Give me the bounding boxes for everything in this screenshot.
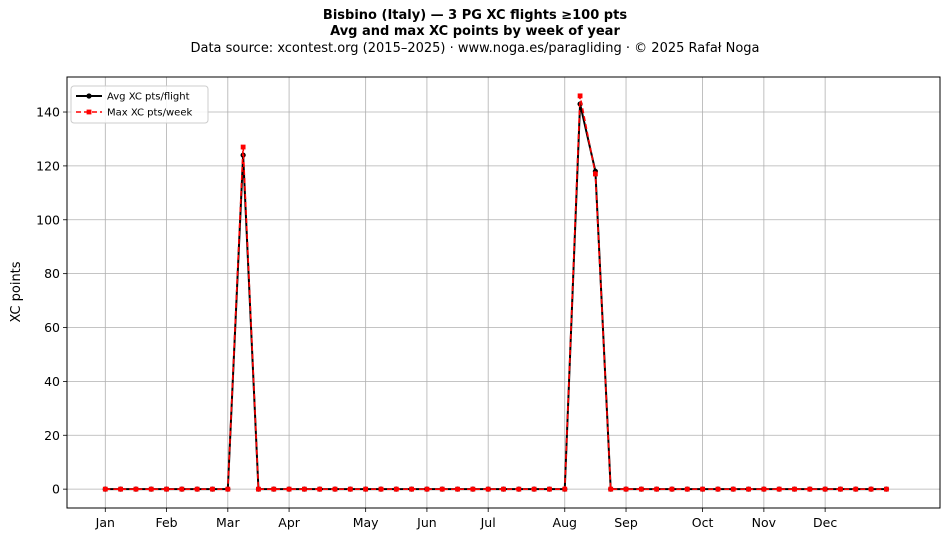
y-tick-label: 20 bbox=[44, 428, 60, 443]
data-point bbox=[730, 486, 736, 492]
data-point bbox=[684, 486, 690, 492]
y-tick-label: 120 bbox=[36, 158, 60, 173]
data-point bbox=[439, 486, 445, 492]
chart-subtitle: Avg and max XC points by week of year bbox=[330, 24, 620, 39]
data-point bbox=[669, 486, 675, 492]
data-point bbox=[715, 486, 721, 492]
y-tick-label: 140 bbox=[36, 105, 60, 120]
legend-box bbox=[70, 85, 209, 124]
data-point bbox=[700, 486, 706, 492]
data-point bbox=[531, 486, 537, 492]
data-point bbox=[822, 486, 828, 492]
series-line bbox=[105, 103, 887, 491]
data-point bbox=[638, 486, 644, 492]
x-tick-label: Apr bbox=[278, 515, 300, 530]
data-point bbox=[592, 171, 598, 177]
data-point bbox=[164, 486, 169, 492]
x-tick-label: Jul bbox=[480, 515, 496, 530]
data-point bbox=[409, 486, 415, 492]
legend-item: Avg XC pts/flight bbox=[76, 92, 190, 103]
legend-label: Avg XC pts/flight bbox=[107, 92, 190, 103]
data-point bbox=[547, 486, 552, 492]
data-point bbox=[210, 486, 215, 492]
data-point bbox=[623, 486, 629, 492]
data-point bbox=[347, 486, 353, 492]
y-tick-label: 0 bbox=[52, 482, 60, 497]
series-layer bbox=[102, 93, 889, 492]
plot-frame bbox=[66, 76, 941, 509]
x-tick-label: Sep bbox=[614, 515, 638, 530]
x-tick-label: Mar bbox=[216, 515, 240, 530]
legend-marker bbox=[86, 93, 92, 99]
data-point bbox=[485, 486, 491, 492]
data-point bbox=[562, 486, 568, 492]
data-point bbox=[317, 486, 323, 492]
data-point bbox=[883, 486, 889, 492]
data-point bbox=[654, 486, 660, 492]
data-point bbox=[332, 486, 338, 492]
grid bbox=[67, 77, 940, 508]
data-point bbox=[393, 486, 399, 492]
data-point bbox=[133, 486, 139, 492]
legend: Avg XC pts/flight Max XC pts/week bbox=[70, 85, 209, 124]
x-tick-label: Nov bbox=[752, 515, 777, 530]
data-point bbox=[470, 486, 476, 492]
legend-marker bbox=[86, 109, 92, 115]
x-tick-label: May bbox=[353, 515, 379, 530]
data-point bbox=[577, 93, 583, 99]
data-point bbox=[148, 486, 154, 492]
x-tick-label: Dec bbox=[813, 515, 837, 530]
data-point bbox=[225, 486, 231, 492]
x-tick-label: Jan bbox=[95, 515, 115, 530]
data-point bbox=[286, 486, 292, 492]
y-tick-label: 100 bbox=[36, 212, 60, 227]
y-axis-label: XC points bbox=[9, 261, 24, 322]
x-tick-label: Jun bbox=[416, 515, 437, 530]
y-tick-label: 80 bbox=[44, 266, 60, 281]
data-point bbox=[853, 486, 859, 492]
chart-source: Data source: xcontest.org (2015–2025) · … bbox=[190, 41, 760, 56]
data-point bbox=[776, 486, 782, 492]
data-point bbox=[455, 486, 460, 492]
x-tick-label: Oct bbox=[692, 515, 714, 530]
data-point bbox=[240, 144, 246, 150]
data-point bbox=[608, 486, 614, 492]
chart-title: Bisbino (Italy) — 3 PG XC flights ≥100 p… bbox=[322, 8, 628, 23]
x-tick-label: Aug bbox=[553, 515, 577, 530]
data-point bbox=[118, 486, 124, 492]
data-point bbox=[363, 486, 369, 492]
chart-titles: Bisbino (Italy) — 3 PG XC flights ≥100 p… bbox=[0, 8, 950, 57]
legend-item: Max XC pts/week bbox=[76, 108, 192, 119]
data-point bbox=[501, 486, 506, 492]
data-point bbox=[792, 486, 797, 492]
data-point bbox=[761, 486, 767, 492]
x-tick-label: Feb bbox=[155, 515, 177, 530]
data-point bbox=[179, 486, 185, 492]
data-point bbox=[746, 486, 751, 492]
data-point bbox=[301, 486, 307, 492]
data-point bbox=[378, 486, 384, 492]
data-point bbox=[807, 486, 813, 492]
data-point bbox=[868, 486, 874, 492]
series-max bbox=[102, 93, 889, 492]
data-point bbox=[838, 486, 843, 492]
series-line bbox=[105, 95, 887, 490]
series-avg bbox=[102, 101, 889, 492]
data-point bbox=[271, 486, 277, 492]
legend-label: Max XC pts/week bbox=[107, 108, 192, 119]
data-point bbox=[516, 486, 522, 492]
data-point bbox=[424, 486, 430, 492]
data-point bbox=[194, 486, 200, 492]
data-point bbox=[256, 486, 261, 492]
y-axis: 0 20 40 60 80 100 120 140 bbox=[36, 105, 67, 497]
y-tick-label: 60 bbox=[44, 320, 60, 335]
data-point bbox=[102, 486, 108, 492]
x-axis: Jan Feb Mar Apr May Jun Jul Aug Sep Oct Nov Dec bbox=[95, 508, 837, 530]
y-tick-label: 40 bbox=[44, 374, 60, 389]
